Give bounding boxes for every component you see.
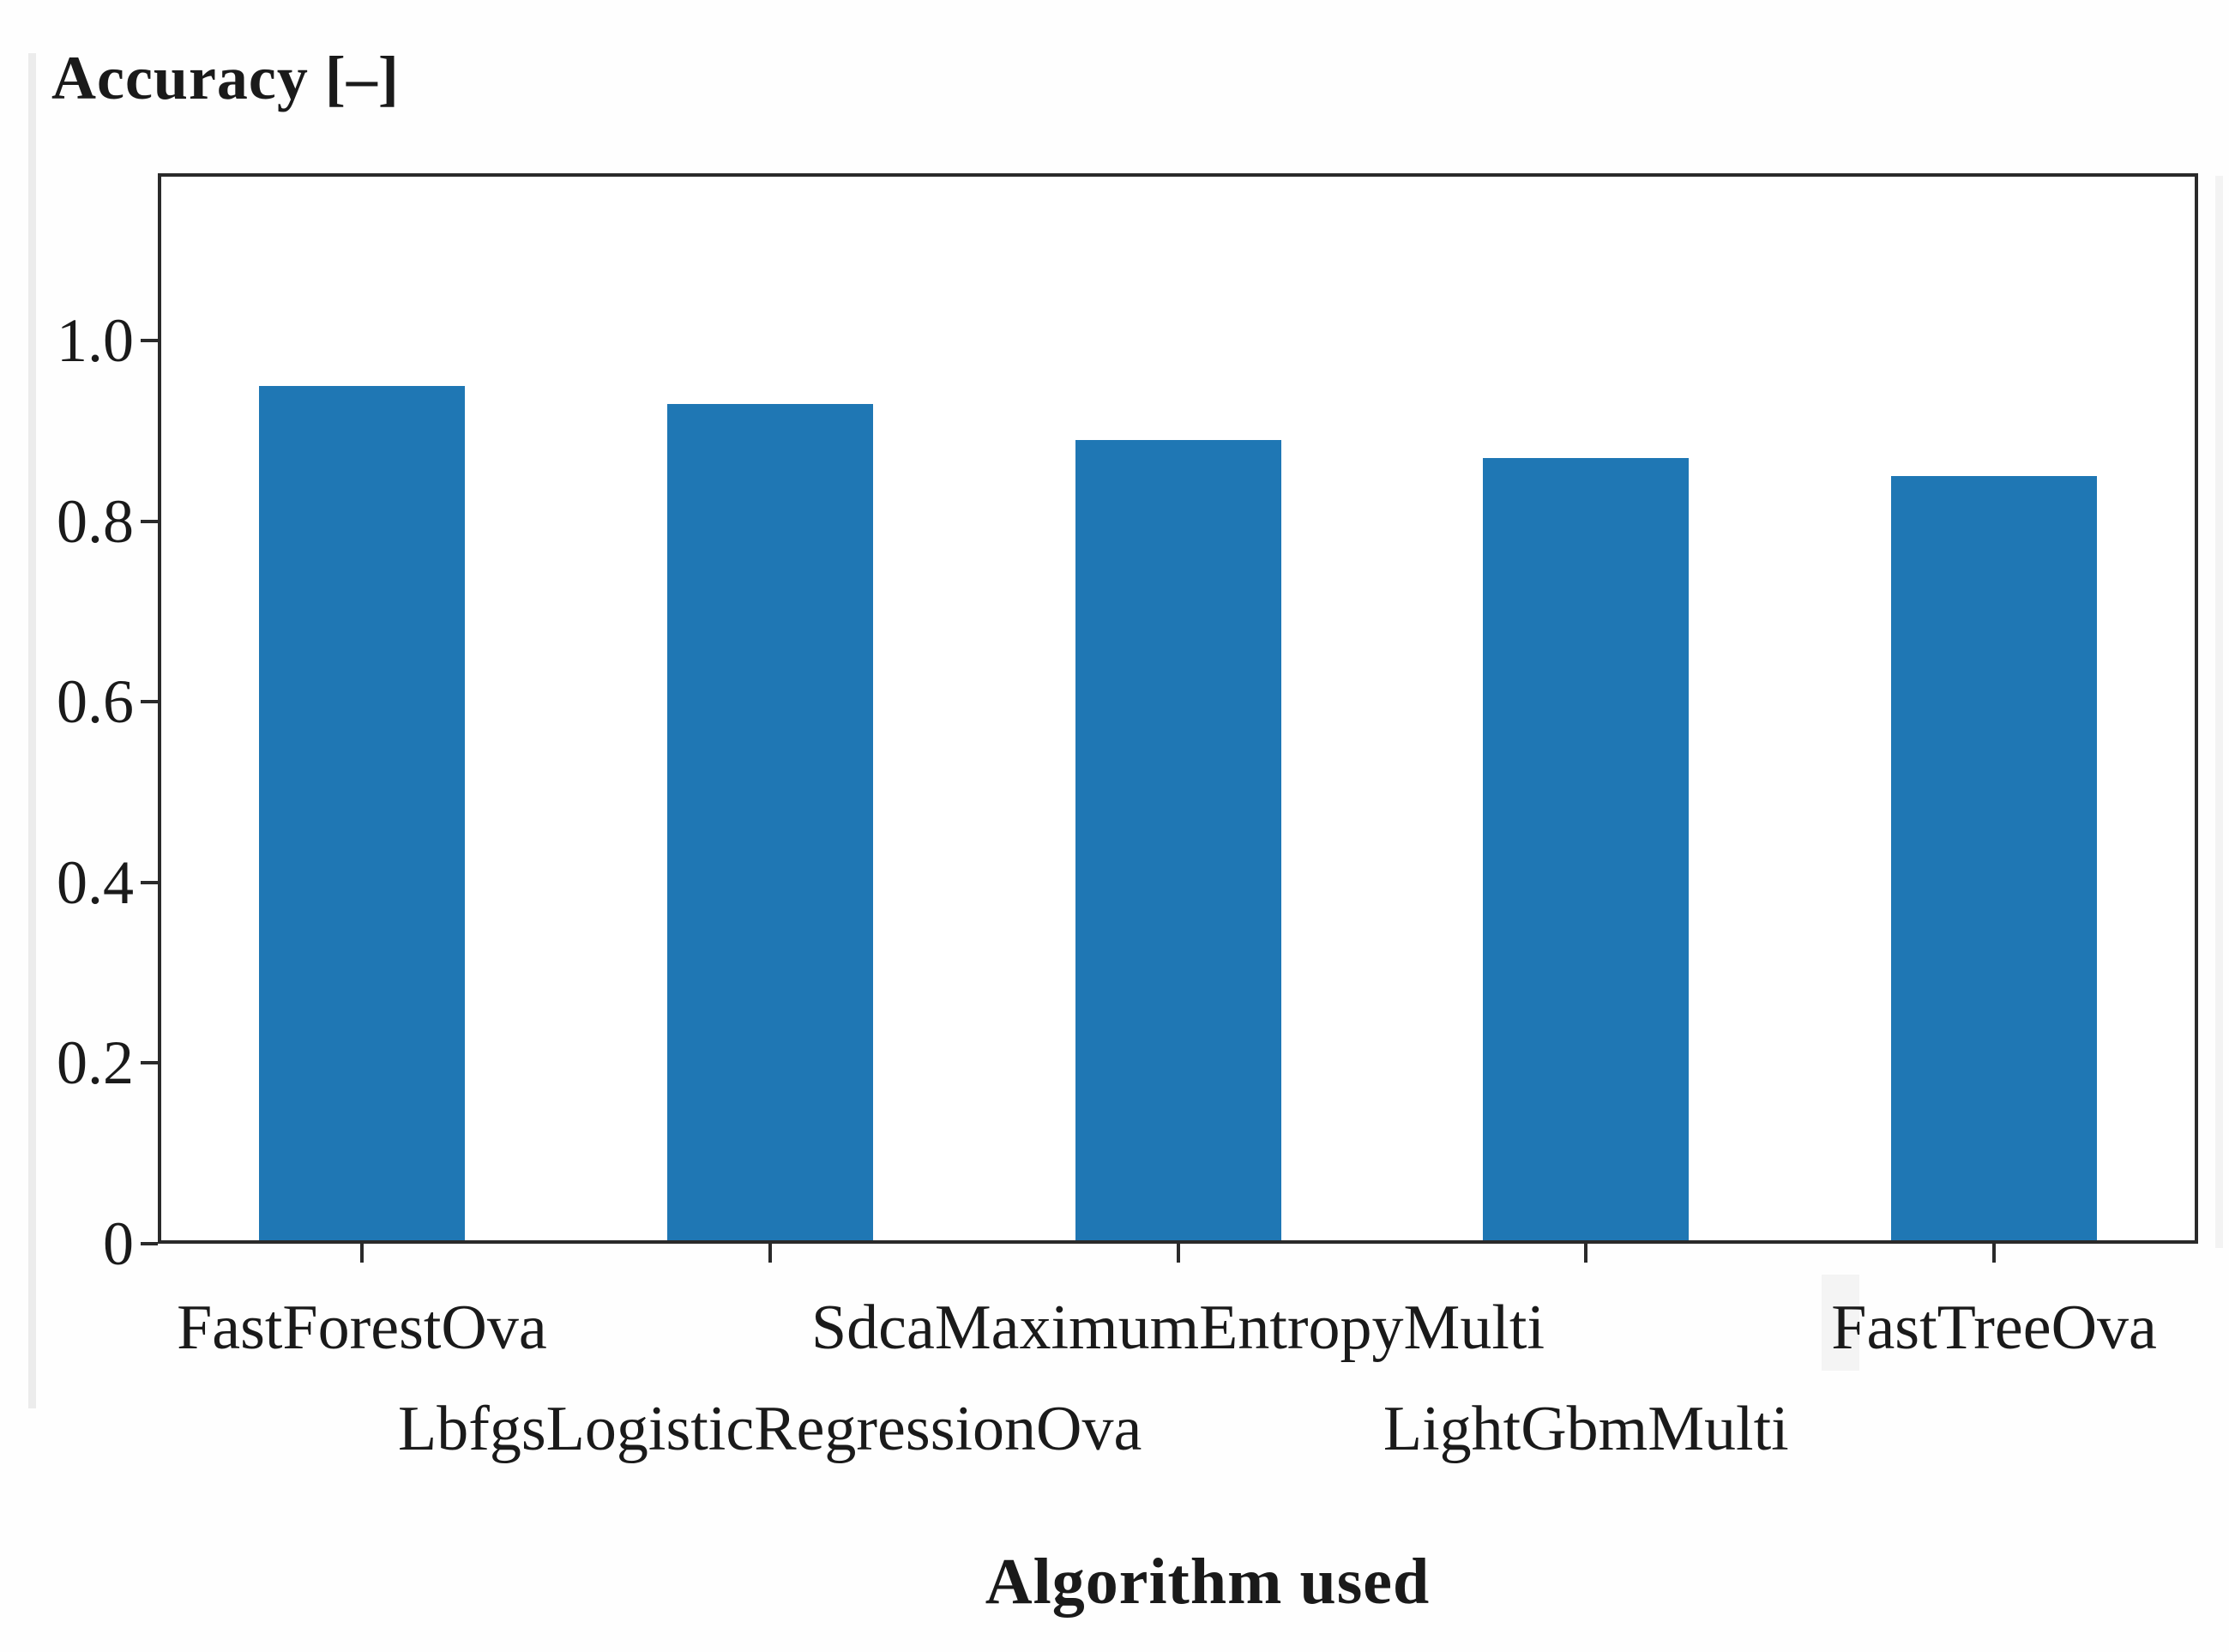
x-axis-tick xyxy=(768,1244,772,1263)
bar-SdcaMaximumEntropyMulti xyxy=(1075,440,1281,1244)
scan-artifact-right-strip xyxy=(2215,176,2223,1248)
y-axis-tick xyxy=(141,339,158,342)
x-axis-tick-label: LightGbmMulti xyxy=(1383,1394,1789,1464)
x-axis-tick-label: FastTreeOva xyxy=(1831,1293,2157,1363)
x-axis-tick-label: SdcaMaximumEntropyMulti xyxy=(810,1293,1545,1363)
y-axis-tick xyxy=(141,880,158,884)
bar-FastTreeOva xyxy=(1891,476,2097,1244)
y-axis-tick xyxy=(141,700,158,704)
y-axis-title: Accuracy [–] xyxy=(51,44,400,112)
x-axis-tick-label: FastForestOva xyxy=(177,1293,547,1363)
bar-LightGbmMulti xyxy=(1483,458,1689,1244)
y-axis-tick xyxy=(141,1061,158,1065)
x-axis-tick xyxy=(1992,1244,1997,1263)
y-axis-tick-label: 1.0 xyxy=(57,306,134,375)
y-axis-tick-label: 0.8 xyxy=(57,486,134,556)
y-axis-tick-label: 0.4 xyxy=(57,847,134,917)
x-axis-tick xyxy=(1584,1244,1588,1263)
y-axis-tick-label: 0.2 xyxy=(57,1028,134,1098)
y-axis-tick-label: 0 xyxy=(103,1209,134,1278)
y-axis-tick-label: 0.6 xyxy=(57,667,134,737)
x-axis-tick-label: LbfgsLogisticRegressionOva xyxy=(398,1394,1142,1464)
x-axis-tick xyxy=(1176,1244,1180,1263)
y-axis-tick xyxy=(141,519,158,523)
plot-frame xyxy=(158,173,2198,1244)
y-axis-tick xyxy=(141,1242,158,1245)
bar-LbfgsLogisticRegressionOva xyxy=(667,404,873,1244)
x-axis-tick xyxy=(359,1244,364,1263)
x-axis-title: Algorithm used xyxy=(985,1546,1431,1618)
bar-FastForestOva xyxy=(259,386,465,1244)
